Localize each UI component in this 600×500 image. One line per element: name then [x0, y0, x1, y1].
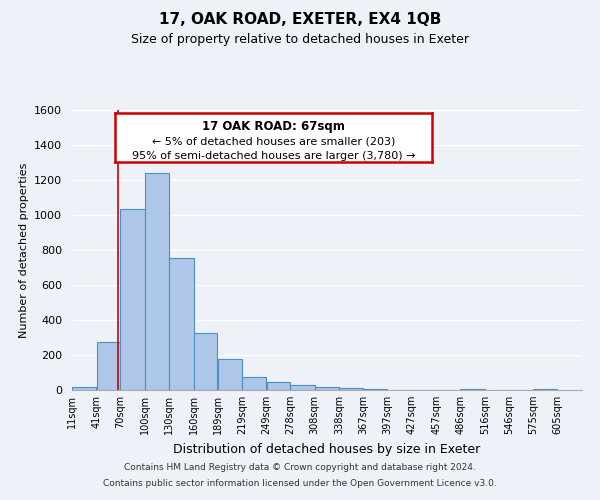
Text: Size of property relative to detached houses in Exeter: Size of property relative to detached ho…: [131, 32, 469, 46]
X-axis label: Distribution of detached houses by size in Exeter: Distribution of detached houses by size …: [173, 442, 481, 456]
Text: Contains HM Land Registry data © Crown copyright and database right 2024.: Contains HM Land Registry data © Crown c…: [124, 464, 476, 472]
Y-axis label: Number of detached properties: Number of detached properties: [19, 162, 29, 338]
Bar: [194, 333, 217, 390]
Bar: [169, 258, 194, 390]
Bar: [340, 388, 363, 390]
Text: 17, OAK ROAD, EXETER, EX4 1QB: 17, OAK ROAD, EXETER, EX4 1QB: [159, 12, 441, 28]
Bar: [121, 209, 145, 390]
Bar: [315, 386, 339, 390]
Bar: [218, 358, 242, 390]
Bar: [460, 389, 485, 390]
Bar: [363, 389, 387, 390]
Text: Contains public sector information licensed under the Open Government Licence v3: Contains public sector information licen…: [103, 478, 497, 488]
Bar: [290, 385, 314, 390]
Bar: [145, 173, 169, 390]
Bar: [242, 377, 266, 390]
Bar: [267, 382, 290, 390]
Bar: [72, 388, 97, 390]
Bar: [97, 342, 120, 390]
Bar: [533, 389, 557, 390]
